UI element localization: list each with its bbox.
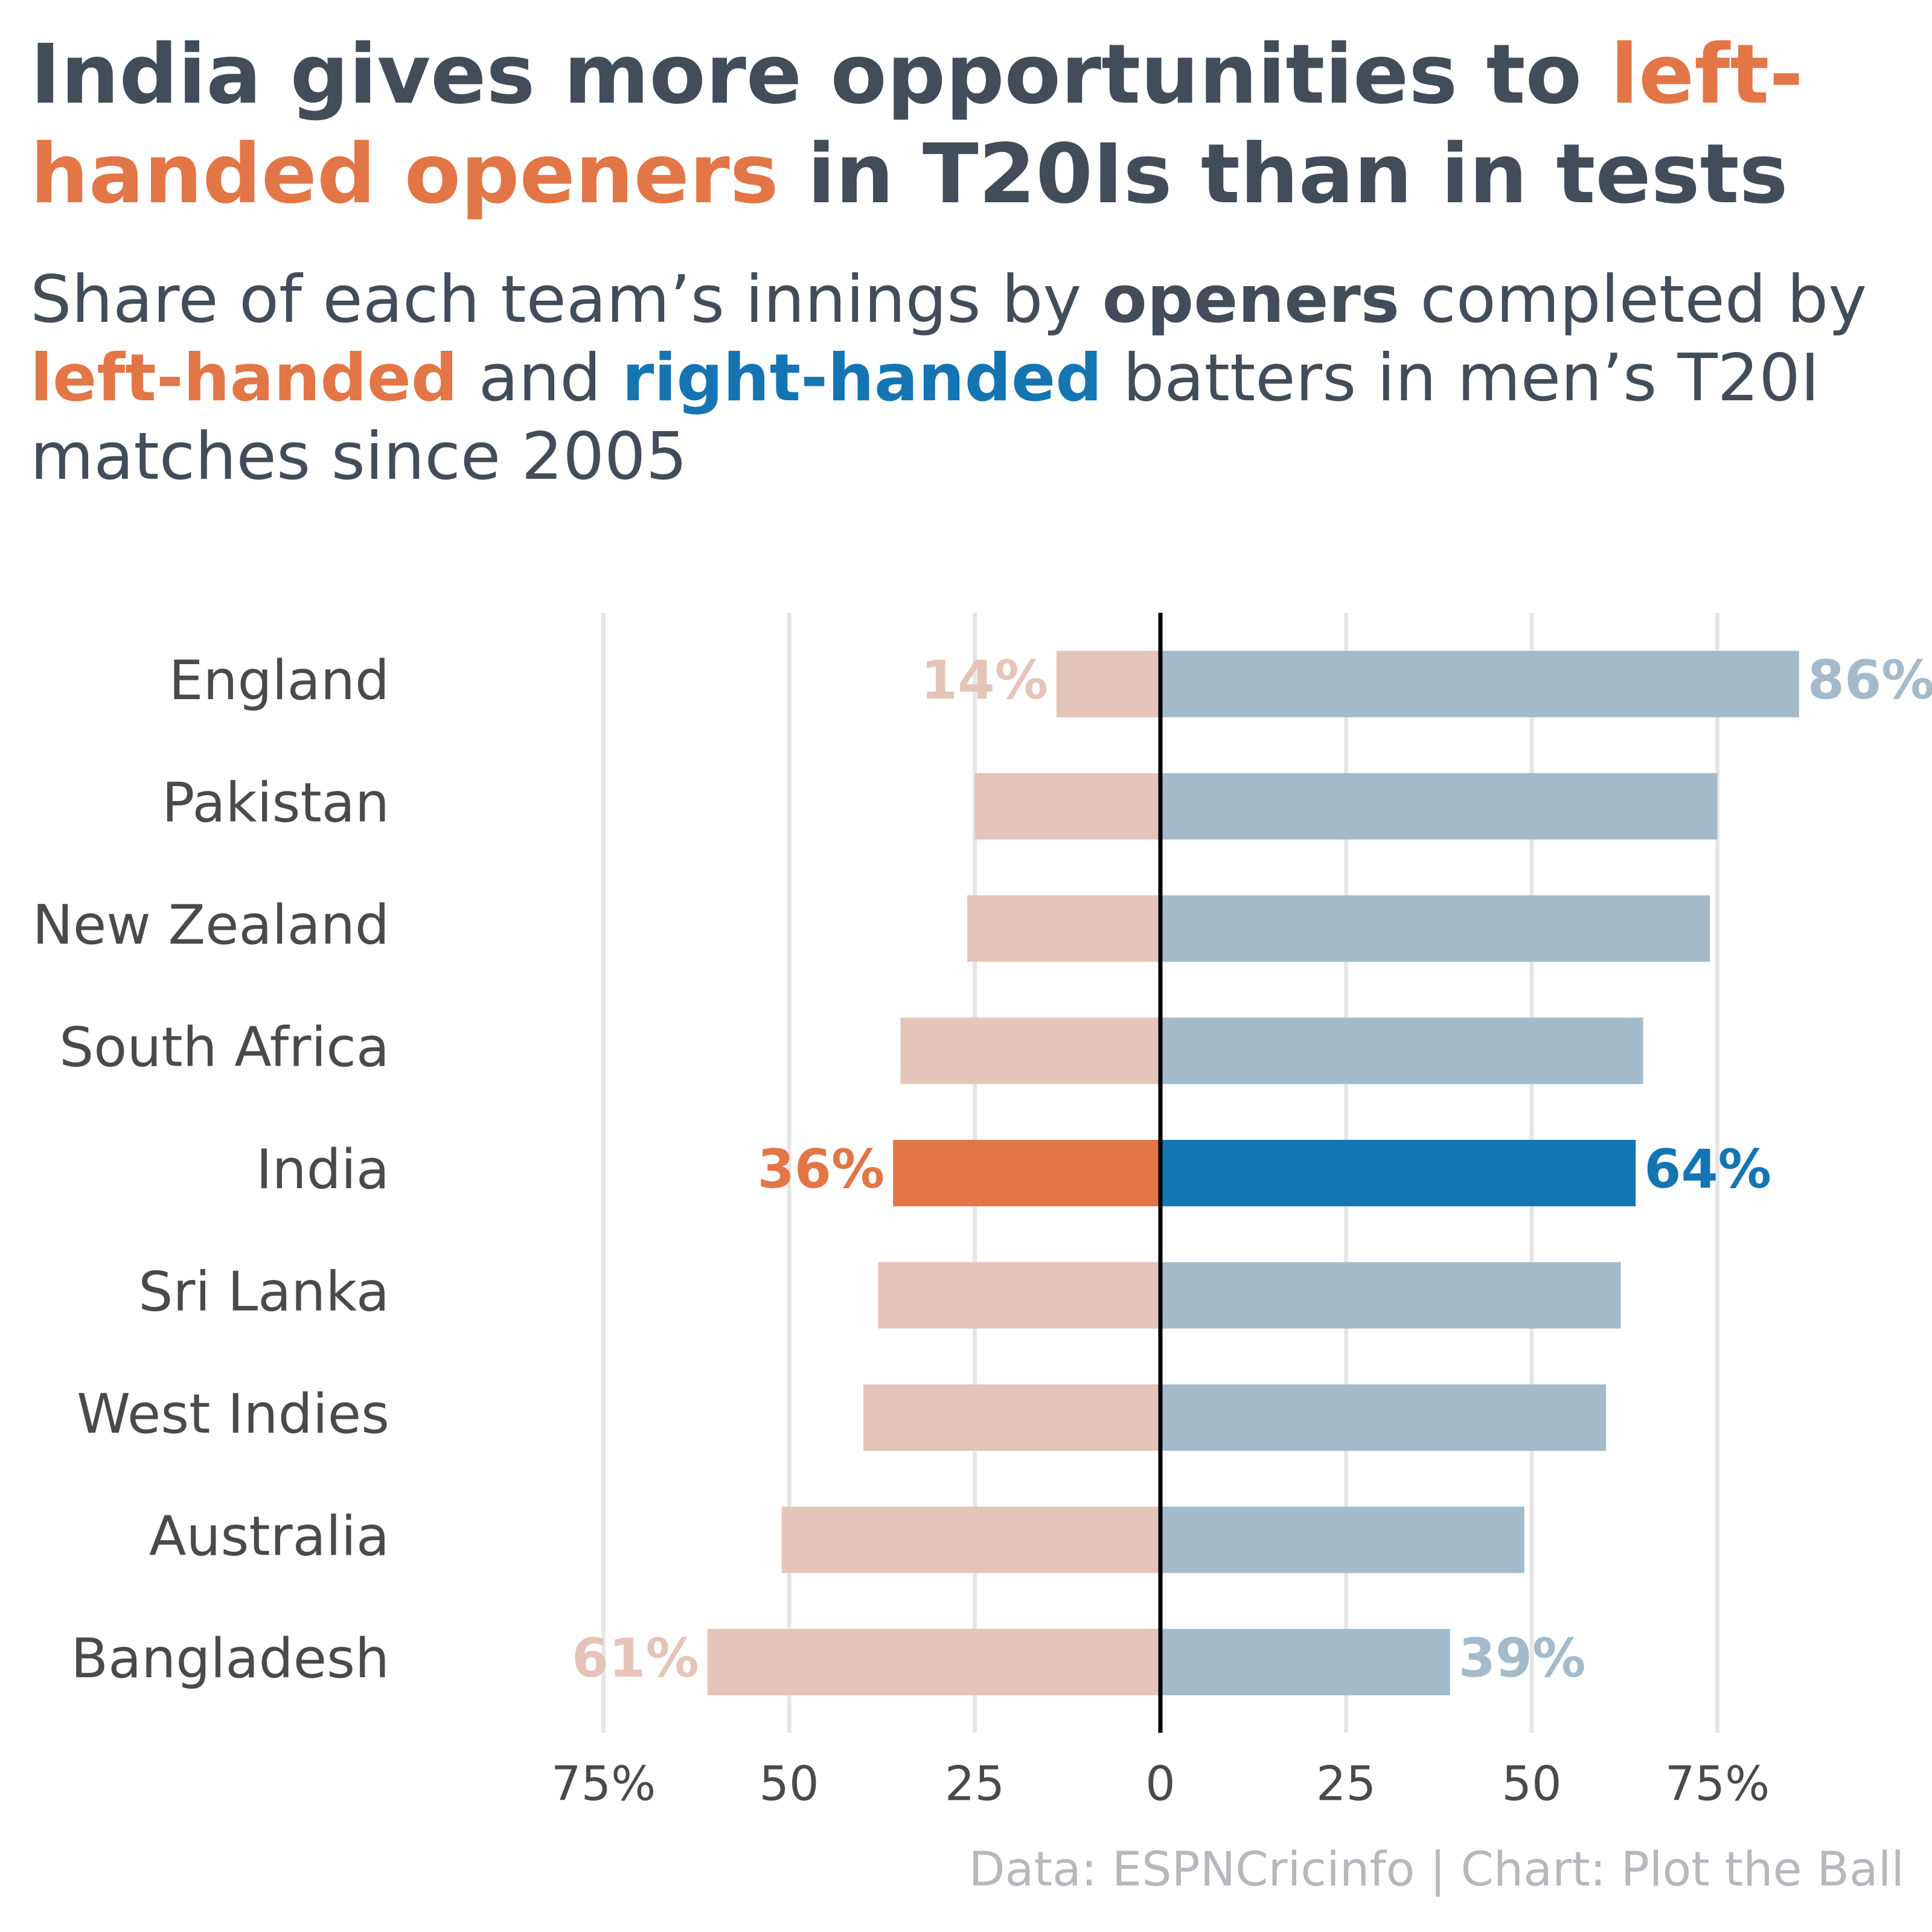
bar-right-australia [1160, 1506, 1524, 1573]
subtitle-part-4-left-handed: left-handed [30, 341, 458, 416]
category-label-england: England [169, 649, 389, 712]
x-tick-label: 25 [1316, 1757, 1376, 1811]
bar-right-sri-lanka [1160, 1262, 1621, 1329]
bar-right-pakistan [1160, 773, 1718, 840]
bar-left-sri-lanka [878, 1262, 1160, 1329]
x-tick-label: 75% [551, 1757, 656, 1811]
data-label-england-right-handed: 86% [1808, 649, 1932, 711]
bar-left-australia [781, 1506, 1160, 1573]
data-label-bangladesh-left-handed: 61% [572, 1627, 699, 1689]
category-label-australia: Australia [149, 1505, 389, 1568]
data-label-england-left-handed: 14% [921, 649, 1048, 711]
data-label-india-left-handed: 36% [758, 1138, 885, 1200]
source-caption: Data: ESPNCricinfo | Chart: Plot the Bal… [968, 1843, 1904, 1897]
bar-left-south-africa [900, 1017, 1160, 1084]
bar-right-south-africa [1160, 1017, 1643, 1084]
subtitle-part-5: and [458, 341, 622, 416]
subtitle-part-2-openers: openers [1102, 262, 1400, 337]
chart-title: India gives more opportunities to left-h… [30, 25, 1914, 225]
bar-right-india [1160, 1140, 1636, 1206]
x-tick-label: 50 [1502, 1757, 1561, 1811]
category-label-west-indies: West Indies [77, 1383, 389, 1446]
subtitle-part-6-right-handed: right-handed [622, 341, 1102, 416]
bar-right-west-indies [1160, 1384, 1606, 1451]
chart-subtitle: Share of each team’s innings by openers … [30, 261, 1902, 496]
subtitle-part-1: Share of each team’s innings by [30, 262, 1102, 337]
category-label-new-zealand: New Zealand [33, 894, 389, 957]
bar-left-west-indies [863, 1384, 1160, 1451]
bar-right-bangladesh [1160, 1629, 1450, 1695]
title-part-1: India gives more opportunities to [30, 27, 1611, 123]
bar-right-england [1160, 651, 1799, 717]
subtitle-part-7: batters in men’s T20I matches since 2005 [30, 341, 1820, 494]
x-tick-label: 25 [945, 1757, 1005, 1811]
title-part-3: in T20Is than in tests [778, 127, 1788, 222]
category-label-india: India [256, 1138, 389, 1201]
subtitle-part-3: completed by [1399, 262, 1867, 337]
x-tick-label: 75% [1665, 1757, 1770, 1811]
title-part-2-left-handed-openers: left-handed openers [30, 27, 1803, 222]
category-label-sri-lanka: Sri Lanka [138, 1260, 389, 1323]
data-label-india-right-handed: 64% [1644, 1138, 1771, 1200]
x-tick-label: 50 [759, 1757, 819, 1811]
category-label-south-africa: South Africa [59, 1016, 389, 1079]
data-label-bangladesh-right-handed: 39% [1459, 1627, 1586, 1689]
x-tick-label: 0 [1145, 1757, 1176, 1811]
bar-left-england [1056, 651, 1160, 717]
bar-left-india [893, 1140, 1160, 1206]
bar-left-bangladesh [707, 1629, 1160, 1695]
bar-right-new-zealand [1160, 895, 1710, 962]
bar-left-new-zealand [967, 895, 1160, 962]
bar-left-pakistan [974, 773, 1160, 840]
category-label-pakistan: Pakistan [162, 771, 389, 834]
category-label-bangladesh: Bangladesh [71, 1627, 389, 1690]
